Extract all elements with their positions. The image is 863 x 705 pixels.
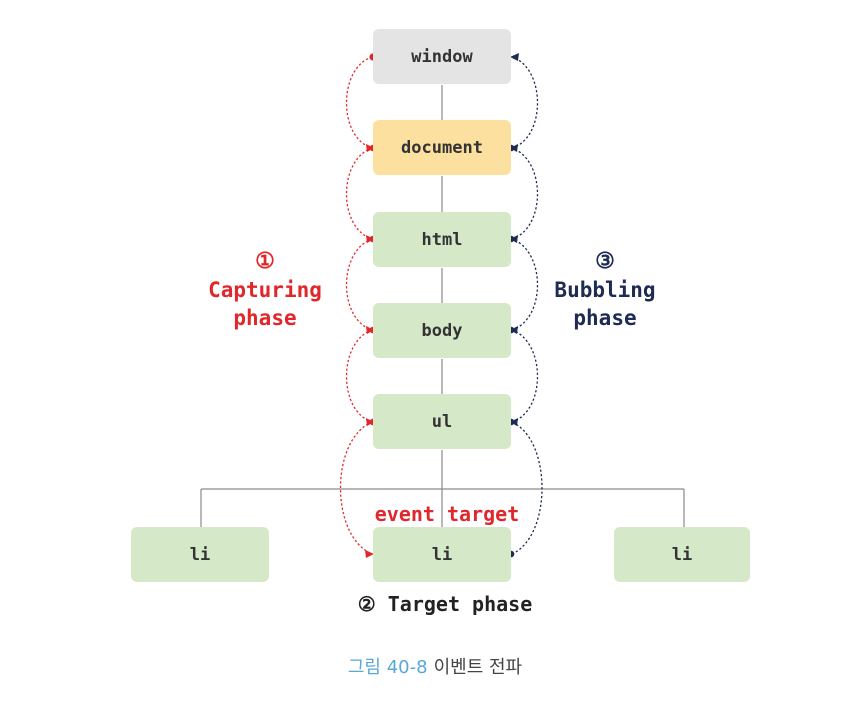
capturing-phase-title: Capturing [208,278,322,302]
bubble-arrow-li-ul [511,421,543,555]
node-html: html [373,212,511,267]
target-phase-label: ② Target phase [357,592,533,616]
bubble-arrowhead-document [510,144,518,152]
bubble-arrowhead-html [510,235,518,243]
capture-arrowhead-li [365,550,374,558]
capture-arrow-body-ul [345,329,373,423]
capturing-phase-subtitle: phase [233,306,297,330]
bubble-arrow-html-document [511,147,539,240]
node-li-left: li [131,527,269,582]
bubbling-arrows [511,56,543,555]
bubble-arrow-body-html [511,238,539,331]
event-target-label: event target [374,502,520,526]
bubble-arrowhead-window [510,53,519,61]
node-li-right: li [614,527,750,582]
node-window: window [373,29,511,84]
bubbling-phase-title: Bubbling [554,278,656,302]
node-document: document [373,120,511,175]
node-li-target: li [373,527,511,582]
capture-arrow-window-document [345,56,373,149]
tree-lines [200,85,685,527]
figure-number: 그림 40-8 [347,657,428,678]
capture-arrow-html-body [345,238,373,331]
capture-arrow-document-html [345,147,373,240]
bubbling-phase-number: ③ [595,249,615,274]
node-ul: ul [373,394,511,449]
capturing-arrows [339,56,373,555]
bubbling-phase-subtitle: phase [573,306,637,330]
bubble-arrowhead-ul [510,418,518,426]
capturing-phase-label: ① Capturing phase [195,248,335,332]
node-body: body [373,303,511,358]
capturing-phase-number: ① [255,249,275,274]
bubble-arrow-document-window [511,56,539,149]
bubble-arrow-ul-body [511,329,539,423]
capture-arrow-ul-li [339,421,373,555]
figure-caption: 그림 40-8 이벤트 전파 [300,653,570,679]
bubble-arrowhead-body [510,326,518,334]
figure-title: 이벤트 전파 [433,657,523,678]
bubbling-phase-label: ③ Bubbling phase [535,248,675,332]
